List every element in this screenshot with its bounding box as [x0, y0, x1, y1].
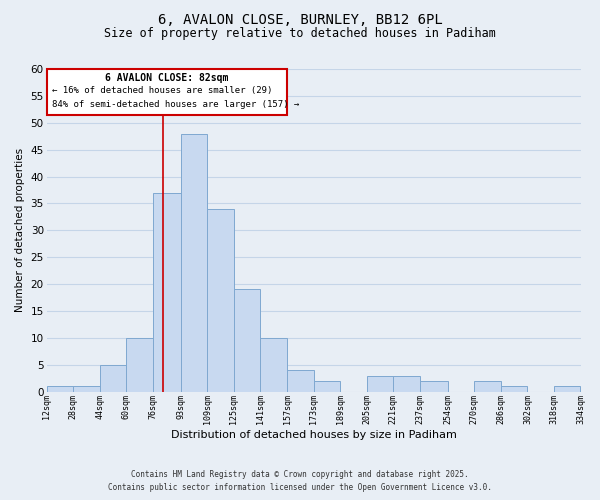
- Bar: [260, 338, 287, 392]
- Bar: [100, 365, 126, 392]
- Bar: [419, 381, 448, 392]
- Bar: [501, 386, 527, 392]
- FancyBboxPatch shape: [47, 69, 287, 114]
- Y-axis label: Number of detached properties: Number of detached properties: [15, 148, 25, 312]
- Bar: [73, 386, 100, 392]
- Text: 6, AVALON CLOSE, BURNLEY, BB12 6PL: 6, AVALON CLOSE, BURNLEY, BB12 6PL: [158, 12, 442, 26]
- Bar: [208, 209, 234, 392]
- Bar: [47, 386, 73, 392]
- Bar: [314, 381, 340, 392]
- Bar: [181, 134, 208, 392]
- Text: Size of property relative to detached houses in Padiham: Size of property relative to detached ho…: [104, 28, 496, 40]
- Bar: [393, 376, 419, 392]
- Bar: [126, 338, 153, 392]
- Bar: [475, 381, 501, 392]
- X-axis label: Distribution of detached houses by size in Padiham: Distribution of detached houses by size …: [170, 430, 457, 440]
- Text: ← 16% of detached houses are smaller (29): ← 16% of detached houses are smaller (29…: [52, 86, 272, 95]
- Text: 84% of semi-detached houses are larger (157) →: 84% of semi-detached houses are larger (…: [52, 100, 299, 109]
- Text: 6 AVALON CLOSE: 82sqm: 6 AVALON CLOSE: 82sqm: [105, 74, 229, 84]
- Bar: [153, 192, 181, 392]
- Bar: [554, 386, 580, 392]
- Bar: [234, 290, 260, 392]
- Bar: [287, 370, 314, 392]
- Bar: [367, 376, 393, 392]
- Text: Contains HM Land Registry data © Crown copyright and database right 2025.
Contai: Contains HM Land Registry data © Crown c…: [108, 470, 492, 492]
